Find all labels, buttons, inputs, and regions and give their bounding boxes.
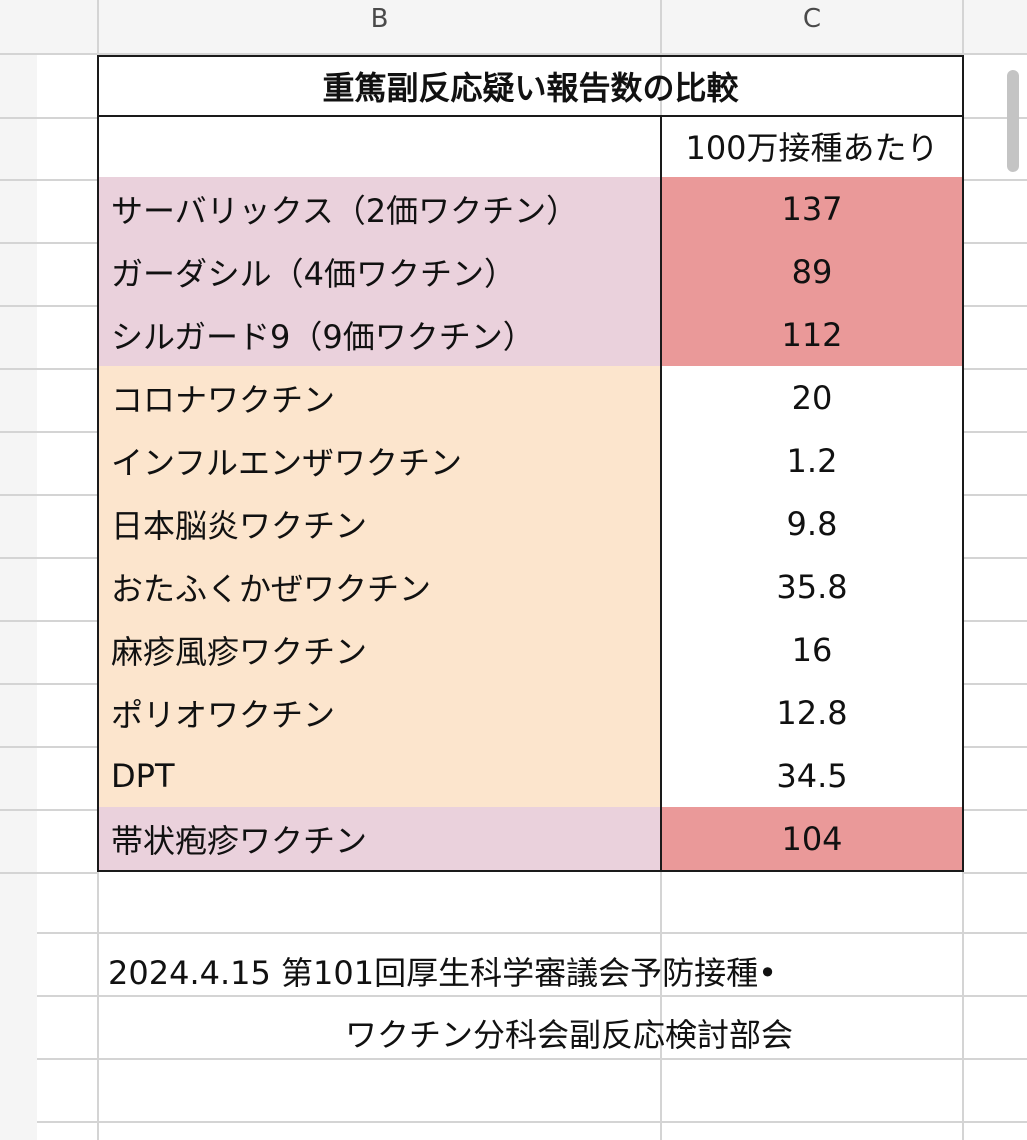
grid-line: [964, 809, 1027, 811]
vaccine-name-cell[interactable]: ガーダシル（4価ワクチン）: [97, 240, 662, 305]
grid-line: [964, 368, 1027, 370]
grid-line: [0, 683, 97, 685]
grid-line: [0, 557, 97, 559]
grid-line: [0, 809, 97, 811]
grid-line: [964, 746, 1027, 748]
column-header-b[interactable]: B: [370, 4, 389, 34]
row-gutter: [0, 55, 37, 1140]
vaccine-name-cell[interactable]: おたふくかぜワクチン: [97, 555, 662, 620]
report-count-cell[interactable]: 35.8: [660, 555, 964, 620]
report-count-cell[interactable]: 9.8: [660, 492, 964, 557]
report-count-cell[interactable]: 112: [660, 303, 964, 368]
subheader-empty-cell[interactable]: [97, 115, 662, 179]
grid-line: [0, 746, 97, 748]
grid-line: [0, 305, 97, 307]
grid-line: [964, 305, 1027, 307]
grid-line: [964, 683, 1027, 685]
grid-line: [964, 872, 1027, 874]
report-count-cell[interactable]: 20: [660, 366, 964, 431]
report-count-cell[interactable]: 1.2: [660, 429, 964, 494]
grid-line: [964, 242, 1027, 244]
grid-line: [0, 117, 97, 119]
grid-line: [0, 368, 97, 370]
vaccine-name-cell[interactable]: ポリオワクチン: [97, 681, 662, 746]
grid-line: [0, 872, 97, 874]
vaccine-name-cell[interactable]: コロナワクチン: [97, 366, 662, 431]
subheader-per-million[interactable]: 100万接種あたり: [660, 115, 964, 179]
report-count-cell[interactable]: 16: [660, 618, 964, 683]
report-count-cell[interactable]: 89: [660, 240, 964, 305]
source-note-line1[interactable]: 2024.4.15 第101回厚生科学審議会予防接種•: [108, 954, 777, 992]
grid-line: [0, 620, 97, 622]
vaccine-name-cell[interactable]: DPT: [97, 744, 662, 809]
column-header-c[interactable]: C: [802, 4, 822, 34]
vaccine-name-cell[interactable]: 日本脳炎ワクチン: [97, 492, 662, 557]
report-count-cell[interactable]: 137: [660, 177, 964, 242]
grid-line: [964, 431, 1027, 433]
grid-line: [0, 179, 97, 181]
grid-line: [37, 1058, 1027, 1060]
grid-line: [964, 179, 1027, 181]
source-note-line2[interactable]: ワクチン分科会副反応検討部会: [345, 1016, 794, 1054]
vaccine-name-cell[interactable]: 帯状疱疹ワクチン: [97, 807, 662, 872]
grid-line: [964, 557, 1027, 559]
vertical-scrollbar[interactable]: [1007, 70, 1019, 172]
grid-line: [0, 494, 97, 496]
vaccine-name-cell[interactable]: 麻疹風疹ワクチン: [97, 618, 662, 683]
report-count-cell[interactable]: 34.5: [660, 744, 964, 809]
grid-line: [37, 1121, 1027, 1123]
grid-line: [37, 932, 1027, 934]
column-header-bar: [0, 0, 1027, 55]
grid-line: [964, 620, 1027, 622]
report-count-cell[interactable]: 104: [660, 807, 964, 872]
vaccine-name-cell[interactable]: インフルエンザワクチン: [97, 429, 662, 494]
grid-line: [964, 494, 1027, 496]
vaccine-name-cell[interactable]: シルガード9（9価ワクチン）: [97, 303, 662, 368]
grid-line: [0, 242, 97, 244]
grid-line: [0, 431, 97, 433]
vaccine-name-cell[interactable]: サーバリックス（2価ワクチン）: [97, 177, 662, 242]
report-count-cell[interactable]: 12.8: [660, 681, 964, 746]
grid-line: [964, 117, 1027, 119]
table-title[interactable]: 重篤副反応疑い報告数の比較: [97, 55, 964, 117]
grid-line: [37, 995, 1027, 997]
